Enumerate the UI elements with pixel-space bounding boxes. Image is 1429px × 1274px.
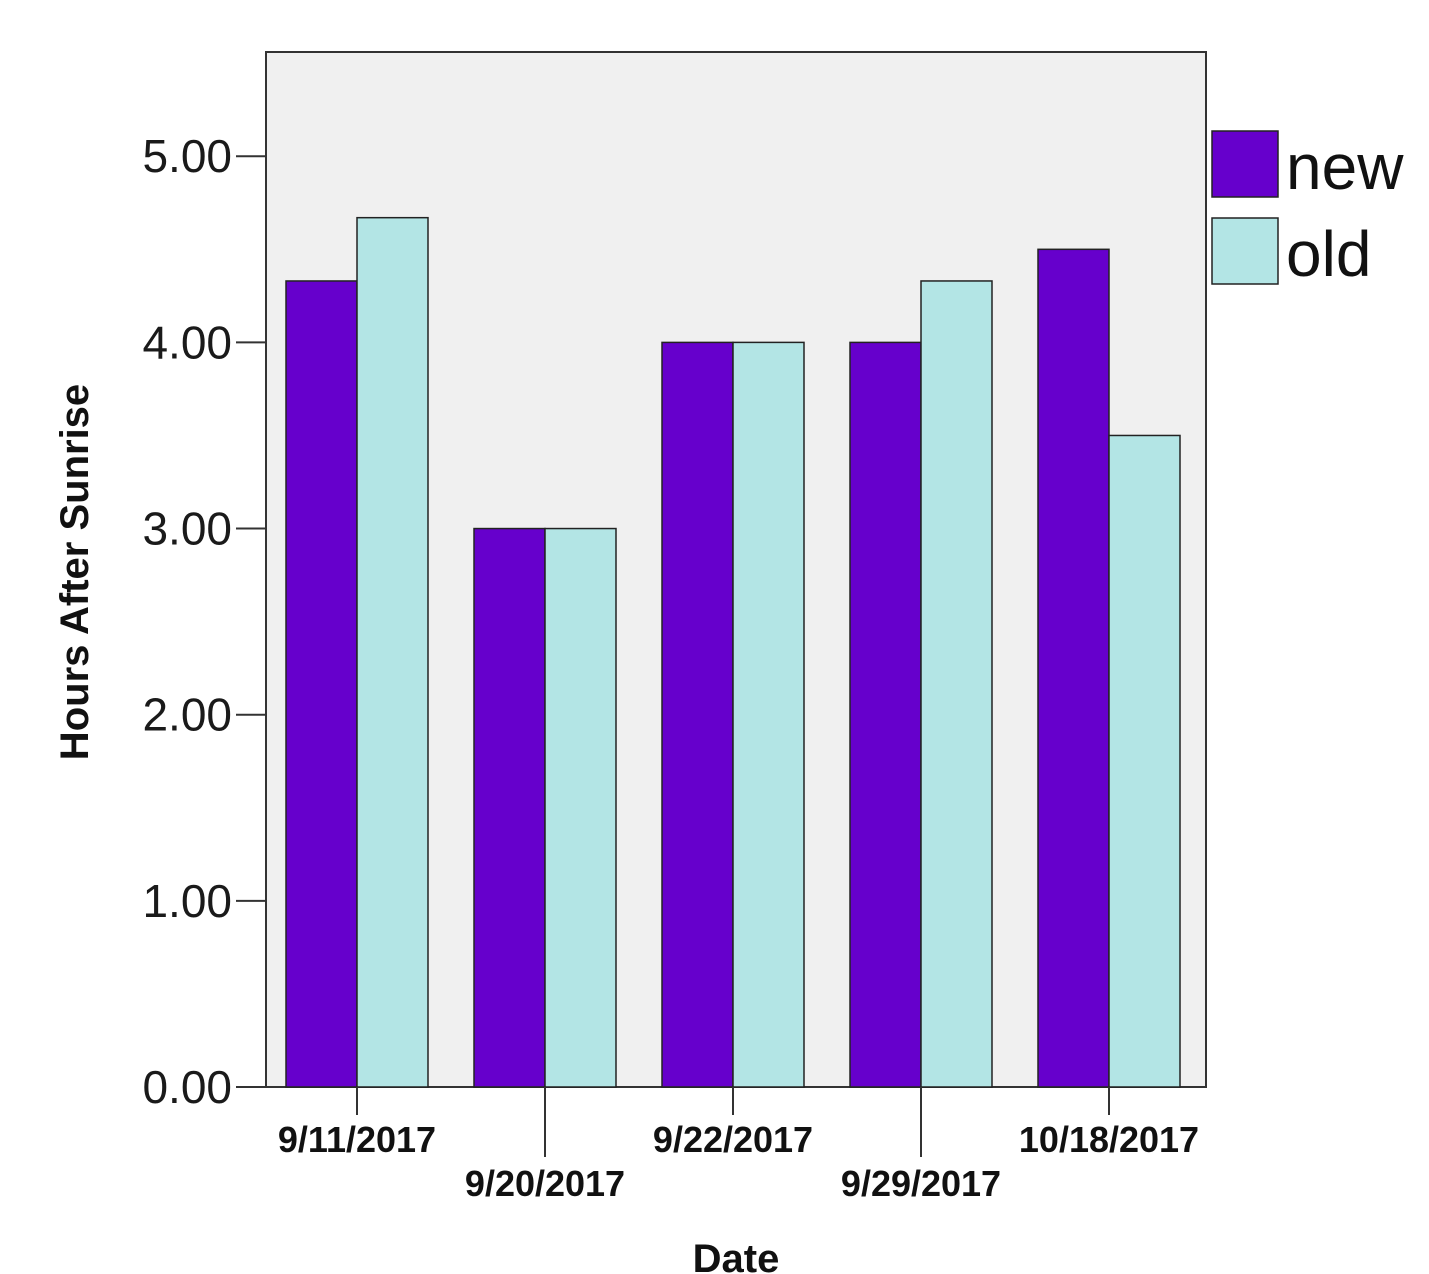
bar-old-0 (356, 216, 429, 1088)
bar-new-1 (473, 527, 546, 1088)
bars-group (285, 216, 1181, 1088)
x-axis: 9/11/2017 9/20/2017 9/22/2017 9/29/2017 10/1… (278, 1087, 1199, 1204)
y-tick-label-5: 5.00 (142, 130, 232, 182)
y-tick-label-0: 0.00 (142, 1061, 232, 1113)
x-tick-label-4: 10/18/2017 (1019, 1119, 1199, 1160)
y-axis-title: Hours After Sunrise (53, 384, 97, 760)
x-tick-label-1: 9/20/2017 (465, 1163, 625, 1204)
bar-old-3 (920, 280, 993, 1088)
x-tick-label-0: 9/11/2017 (278, 1119, 436, 1160)
y-tick-label-3: 3.00 (142, 503, 232, 555)
bar-old-4 (1108, 434, 1181, 1088)
y-tick-label-4: 4.00 (142, 316, 232, 368)
x-tick-label-2: 9/22/2017 (653, 1119, 813, 1160)
y-tick-label-2: 2.00 (142, 689, 232, 741)
legend-swatch-new (1211, 130, 1279, 198)
bar-new-3 (849, 341, 922, 1088)
x-tick-label-3: 9/29/2017 (841, 1163, 1001, 1204)
bar-new-2 (661, 341, 734, 1088)
y-tick-label-1: 1.00 (142, 875, 232, 927)
legend-label-old: old (1286, 218, 1371, 290)
legend-swatch-old (1211, 217, 1279, 285)
x-axis-title: Date (693, 1237, 780, 1274)
bar-new-0 (285, 280, 358, 1088)
legend-label-new: new (1286, 131, 1404, 203)
bar-new-4 (1037, 248, 1110, 1088)
bar-old-2 (732, 341, 805, 1088)
bar-old-1 (544, 527, 617, 1088)
legend: new old (1211, 130, 1404, 290)
y-axis: 0.00 1.00 2.00 3.00 4.00 5.00 (142, 130, 266, 1113)
